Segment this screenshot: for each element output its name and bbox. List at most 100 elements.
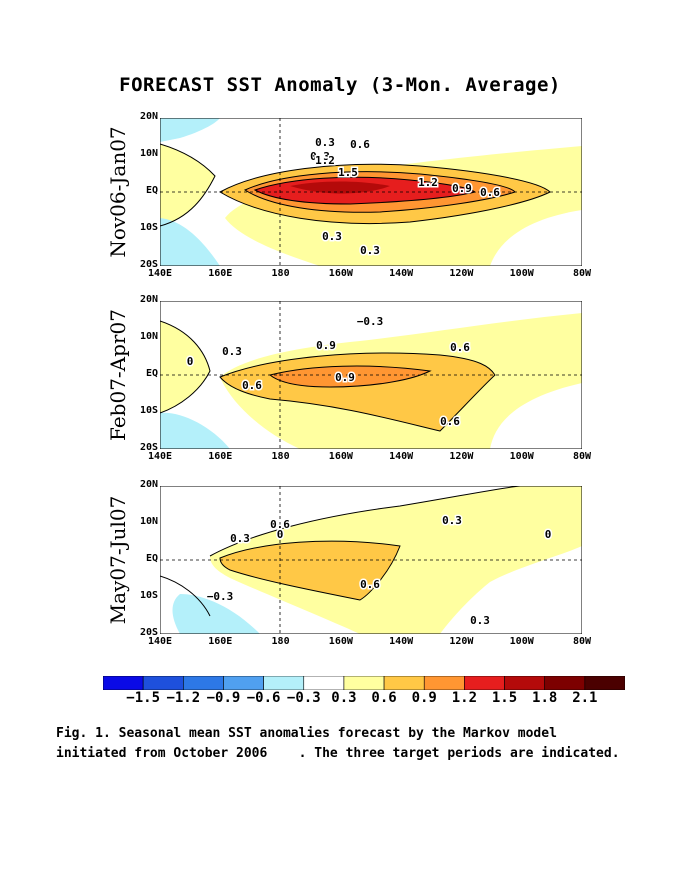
contour-label: −0.3 bbox=[207, 590, 234, 603]
y-tick-label: 10N bbox=[139, 148, 158, 159]
anomaly-0p9 bbox=[270, 366, 430, 387]
colorbar-swatch bbox=[223, 676, 264, 690]
colorbar bbox=[103, 676, 625, 690]
x-tick-label: 100W bbox=[509, 268, 534, 279]
contour-label: 0.9 bbox=[452, 182, 472, 195]
contour-label: 0.6 bbox=[440, 415, 460, 428]
x-tick-label: 120W bbox=[449, 268, 474, 279]
colorbar-swatch bbox=[464, 676, 505, 690]
y-tick-label: 20S bbox=[139, 259, 158, 270]
panel-label-3: May07-Jul07 bbox=[106, 495, 130, 625]
x-tick-label: 140W bbox=[389, 636, 414, 647]
x-tick-label: 140E bbox=[147, 268, 173, 279]
panel-label-1: Nov06-Jan07 bbox=[106, 126, 130, 258]
x-tick-label: 80W bbox=[572, 636, 592, 647]
contour-label: 0.6 bbox=[270, 518, 290, 531]
cold-region-sw bbox=[160, 218, 220, 266]
neutral-region-south-east bbox=[490, 383, 582, 449]
colorbar-swatch bbox=[544, 676, 586, 690]
x-tick-label: 160E bbox=[208, 636, 233, 647]
x-tick-label: 140W bbox=[389, 268, 414, 279]
contour-label: 0 bbox=[545, 528, 552, 541]
x-tick-label: 180 bbox=[271, 636, 290, 647]
anomaly-0p6 bbox=[220, 541, 400, 600]
x-tick-label: 80W bbox=[572, 268, 592, 279]
anomaly-1p5 bbox=[290, 181, 390, 194]
y-tick-label: 20N bbox=[139, 294, 158, 305]
y-tick-label: 10N bbox=[139, 516, 158, 527]
colorbar-label: −0.9 bbox=[206, 690, 241, 706]
y-tick-label: 20S bbox=[139, 627, 158, 638]
colorbar-swatch bbox=[142, 676, 184, 690]
colorbar-label: 1.5 bbox=[491, 690, 518, 706]
figure-caption: Fig. 1. Seasonal mean SST anomalies fore… bbox=[56, 724, 676, 764]
colorbar-swatch bbox=[584, 676, 625, 690]
contour-label: 0.9 bbox=[316, 339, 336, 352]
colorbar-swatch bbox=[263, 676, 305, 690]
y-tick-label: 10S bbox=[139, 590, 158, 601]
x-tick-label: 140E bbox=[147, 451, 173, 462]
x-tick-label: 100W bbox=[509, 451, 534, 462]
colorbar-label: 0.6 bbox=[371, 690, 397, 706]
colorbar-swatch bbox=[303, 676, 345, 690]
contour-label: 0.3 bbox=[230, 532, 250, 545]
x-tick-label: 80W bbox=[572, 451, 592, 462]
contour-label: 0.3 bbox=[315, 136, 335, 149]
sst-map-nov06-jan07: 0.30.3 0.61.21.51.2 0.9 0.60.30.3 bbox=[160, 118, 582, 266]
panel-label-2: Feb07-Apr07 bbox=[106, 309, 130, 441]
colorbar-label: 0.9 bbox=[411, 690, 437, 706]
colorbar-label: 0.3 bbox=[331, 690, 357, 706]
x-tick-label: 160E bbox=[208, 451, 233, 462]
y-tick-label: 20N bbox=[139, 111, 158, 122]
colorbar-label: 1.8 bbox=[532, 690, 558, 706]
contour-label: 0.6 bbox=[242, 379, 262, 392]
contour-label: 0.6 bbox=[450, 341, 470, 354]
y-tick-label: 20S bbox=[139, 442, 158, 453]
neutral-region-north bbox=[160, 301, 582, 449]
contour-label: 0.3 bbox=[322, 230, 342, 243]
x-tick-label: 120W bbox=[449, 451, 474, 462]
neutral-region-north bbox=[160, 118, 582, 266]
cold-region-sw bbox=[160, 412, 230, 449]
x-tick-label: 160E bbox=[208, 268, 233, 279]
colorbar-labels: −1.5 −1.2 −0.9 −0.6 −0.3 0.3 0.6 0.9 1.2 1.5 1.8 2.… bbox=[0, 690, 680, 710]
contour-label: 1.2 bbox=[418, 176, 438, 189]
colorbar-swatch bbox=[423, 676, 465, 690]
colorbar-label: 1.2 bbox=[451, 690, 478, 706]
contour-label: −0.3 bbox=[357, 315, 384, 328]
contour-label: 0.9 bbox=[335, 371, 355, 384]
x-tick-label: 180 bbox=[271, 451, 290, 462]
colorbar-swatch bbox=[103, 676, 144, 690]
colorbar-swatch bbox=[343, 676, 385, 690]
contour-label: 0.3 bbox=[222, 345, 242, 358]
x-tick-label: 160W bbox=[328, 268, 353, 279]
x-tick-label: 140W bbox=[389, 451, 414, 462]
contour-label: 0.3 bbox=[470, 614, 490, 627]
y-tick-label: 10S bbox=[139, 222, 158, 233]
colorbar-label: −0.6 bbox=[246, 690, 281, 706]
sst-map-may07-jul07: 0.3 0.6 0.3 0.6 −0.3 0 0 0.3 bbox=[160, 486, 582, 634]
caption-line-1: Fig. 1. Seasonal mean SST anomalies fore… bbox=[56, 726, 557, 741]
colorbar-label: −0.3 bbox=[286, 690, 321, 706]
y-tick-label: EQ bbox=[145, 553, 158, 564]
x-tick-label: 140E bbox=[147, 636, 173, 647]
colorbar-label: −1.5 bbox=[126, 690, 160, 706]
contour-label: 0.6 bbox=[480, 186, 500, 199]
contour-label: 0.3 bbox=[360, 244, 380, 257]
colorbar-label: −1.2 bbox=[166, 690, 201, 706]
colorbar-swatch bbox=[504, 676, 545, 690]
y-tick-label: EQ bbox=[145, 368, 158, 379]
y-tick-label: 10N bbox=[139, 331, 158, 342]
contour-label: 0 bbox=[277, 528, 284, 541]
contour-label: 0 bbox=[187, 355, 194, 368]
caption-line-2: initiated from October 2006 . The three … bbox=[56, 746, 620, 761]
x-tick-label: 120W bbox=[449, 636, 474, 647]
cold-region-nw bbox=[160, 118, 220, 142]
y-tick-label: EQ bbox=[145, 185, 158, 196]
contour-label: 0.3 bbox=[310, 150, 330, 163]
x-tick-label: 160W bbox=[328, 636, 353, 647]
contour-label: 0.3 bbox=[442, 514, 462, 527]
colorbar-label: 2.1 bbox=[572, 690, 598, 706]
colorbar-swatch bbox=[183, 676, 224, 690]
neutral-region-south-east bbox=[490, 210, 582, 266]
